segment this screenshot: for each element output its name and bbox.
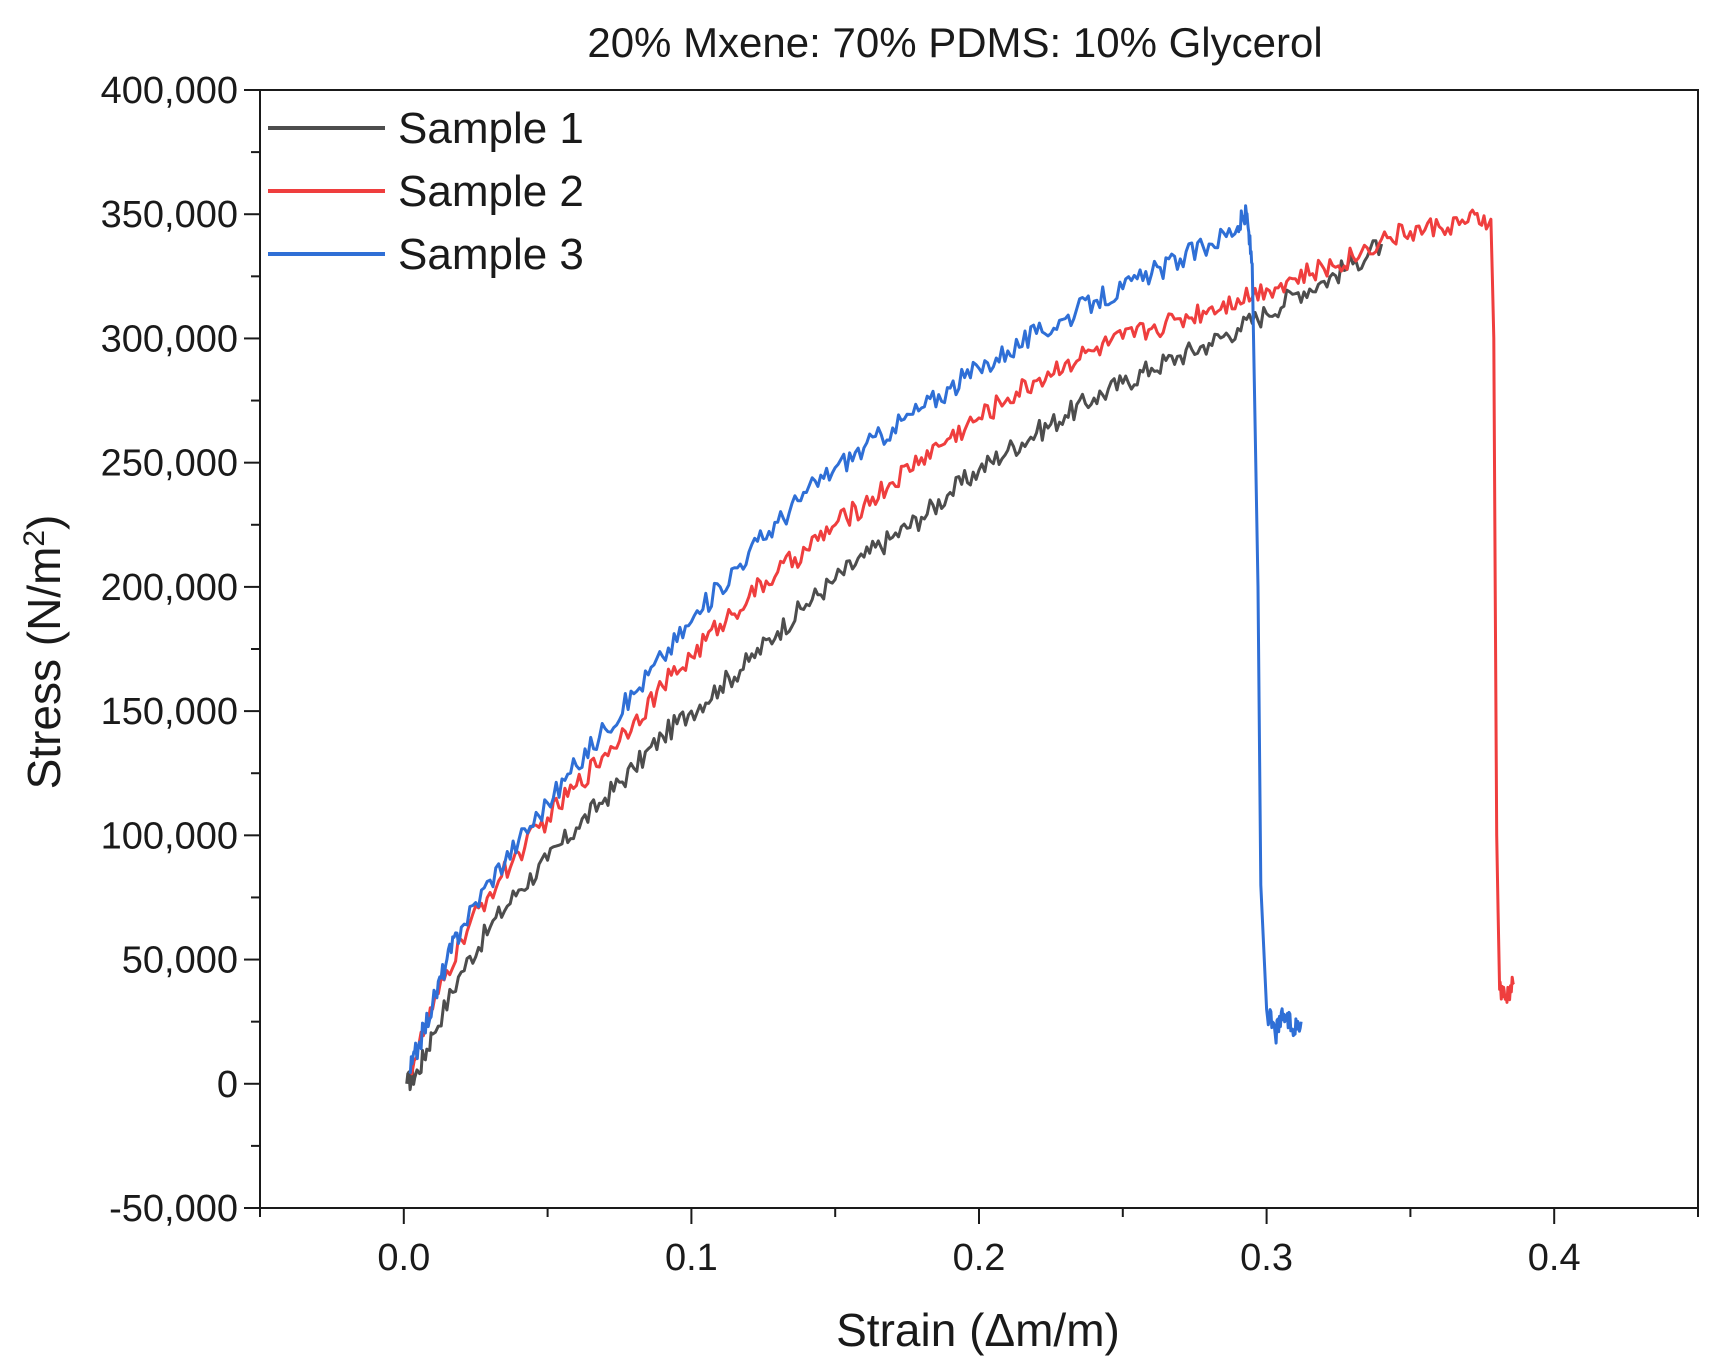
axis-ticks: -50,000 0 50,000 100,000 150,000 200,000 250,0… (101, 70, 1699, 1279)
chart-title: 20% Mxene: 70% PDMS: 10% Glycerol (587, 19, 1322, 66)
y-axis-title-superscript: 2 (18, 530, 51, 547)
legend-label-2: Sample 2 (398, 167, 584, 216)
y-tick-label: 200,000 (101, 567, 238, 609)
x-axis-title: Strain (Δm/m) (836, 1304, 1120, 1356)
y-axis-title-close: ) (18, 515, 70, 530)
y-axis-title-main: Stress (N/m (18, 547, 70, 790)
legend-label-1: Sample 1 (398, 104, 584, 153)
y-tick-label: 400,000 (101, 70, 238, 112)
y-tick-label: 50,000 (122, 940, 238, 982)
y-tick-label: 150,000 (101, 691, 238, 733)
y-tick-label: -50,000 (109, 1188, 238, 1230)
legend: Sample 1 Sample 2 Sample 3 (268, 104, 584, 279)
legend-label-3: Sample 3 (398, 230, 584, 279)
x-tick-label: 0.3 (1240, 1237, 1293, 1279)
y-tick-label: 250,000 (101, 443, 238, 485)
y-tick-label: 100,000 (101, 815, 238, 857)
y-tick-label: 300,000 (101, 318, 238, 360)
x-tick-label: 0.1 (665, 1237, 718, 1279)
series-layer (405, 204, 1515, 1092)
y-axis-title: Stress (N/m2) (18, 515, 71, 790)
series-line-1 (405, 239, 1384, 1092)
y-tick-label: 0 (217, 1064, 238, 1106)
series-line-2 (408, 208, 1515, 1076)
x-tick-label: 0.0 (377, 1237, 430, 1279)
x-tick-label: 0.4 (1528, 1237, 1581, 1279)
y-tick-label: 350,000 (101, 194, 238, 236)
x-tick-label: 0.2 (953, 1237, 1006, 1279)
series-line-3 (408, 204, 1303, 1075)
